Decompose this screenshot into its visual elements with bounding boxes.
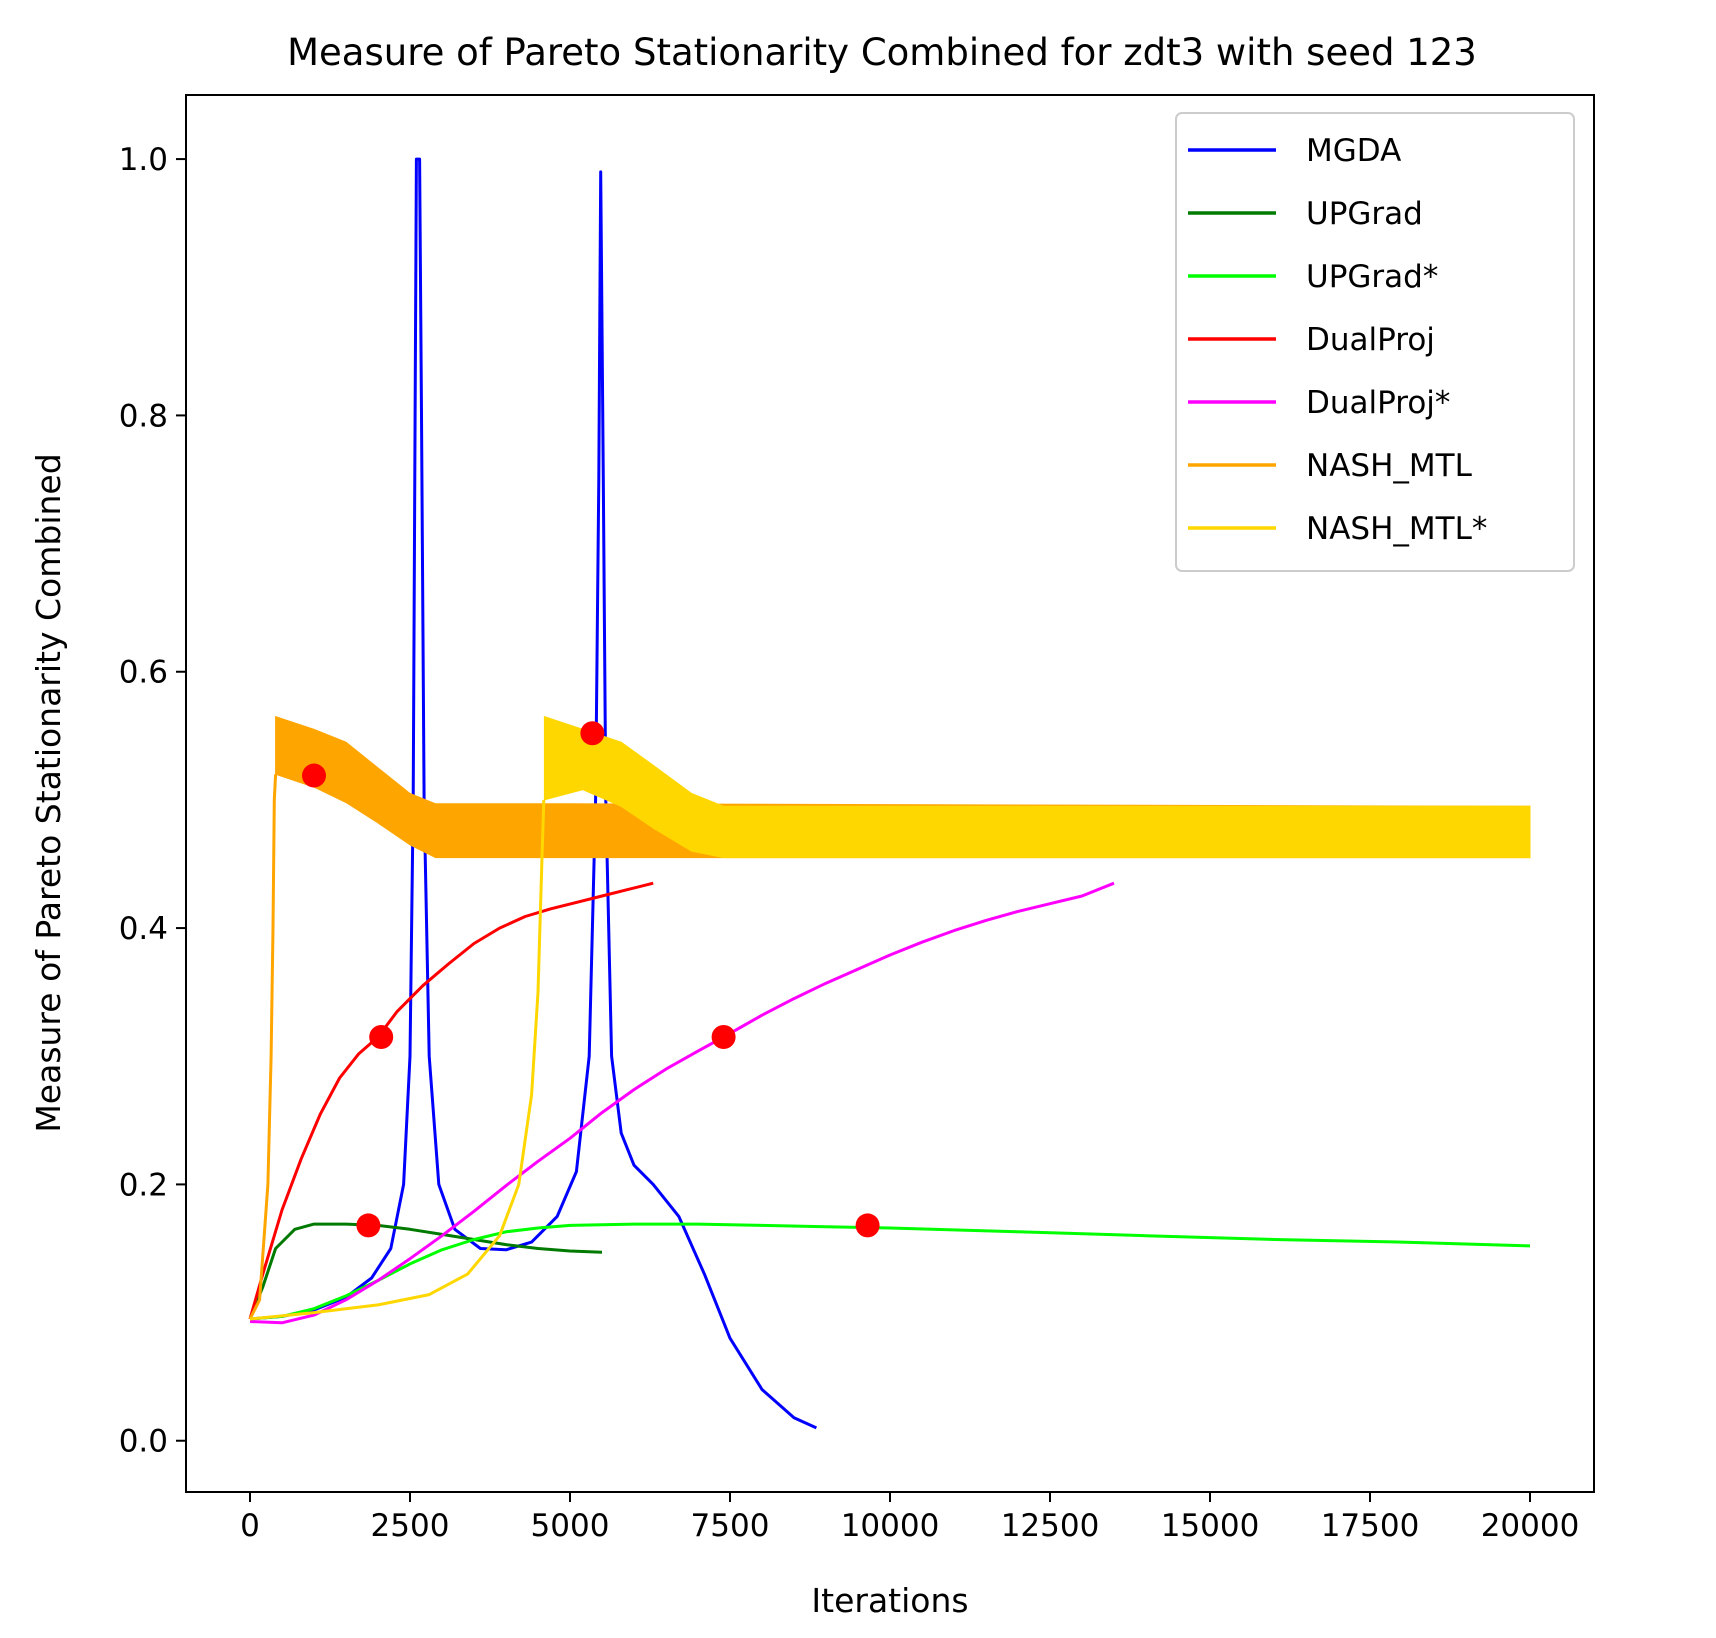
x-tick-label: 15000 [1161,1508,1260,1544]
marker-layer [302,721,880,1238]
x-tick-label: 0 [240,1508,260,1544]
y-axis-label: Measure of Pareto Stationarity Combined [29,453,68,1132]
legend-label-upgrad: UPGrad [1306,196,1423,232]
x-tick-label: 17500 [1321,1508,1420,1544]
data-point-marker [369,1025,394,1050]
x-tick-label: 7500 [691,1508,770,1544]
legend-label-upgrad-star: UPGrad* [1306,259,1438,295]
x-axis-ticks: 0 2500 5000 7500 10000 12500 15000 17500 20000 [240,1492,1579,1544]
x-tick-label: 10000 [841,1508,940,1544]
data-point-marker [855,1213,880,1238]
series-line-upgrad [248,1222,603,1320]
x-tick-label: 2500 [371,1508,450,1544]
series-line-nash-mtl [248,774,278,1320]
y-tick-label: 0.4 [119,911,168,947]
data-point-marker [580,721,605,746]
legend: MGDA UPGrad UPGrad* DualProj DualProj* NASH_M… [1175,112,1575,572]
legend-label-nash-mtl-star: NASH_MTL* [1306,511,1487,547]
y-tick-label: 0.8 [119,398,168,434]
legend-label-dualproj-star: DualProj* [1306,385,1450,421]
chart-title: Measure of Pareto Stationarity Combined … [287,31,1477,74]
data-point-marker [356,1213,381,1238]
y-tick-label: 0.0 [119,1424,168,1460]
series-layer [248,157,1531,1430]
y-tick-label: 0.2 [119,1167,168,1203]
legend-label-dualproj: DualProj [1306,322,1435,358]
series-band-nash-mtl-star [543,715,1531,859]
series-line-dualproj-star [249,881,1115,1325]
y-tick-label: 0.6 [119,655,168,691]
series-line-upgrad-star [249,1222,1531,1321]
series-line-dualproj [248,881,654,1320]
legend-label-nash-mtl: NASH_MTL [1306,448,1473,484]
x-tick-label: 20000 [1481,1508,1580,1544]
y-tick-label: 1.0 [119,142,168,178]
legend-label-mgda: MGDA [1306,133,1401,169]
x-tick-label: 5000 [531,1508,610,1544]
x-tick-label: 12500 [1001,1508,1100,1544]
legend-frame [1175,112,1575,572]
y-axis-ticks: 0.0 0.2 0.4 0.6 0.8 1.0 [119,142,186,1460]
data-point-marker [711,1025,736,1050]
data-point-marker [302,763,326,788]
x-axis-label: Iterations [811,1581,968,1620]
series-line-nash-mtl-star [249,799,546,1321]
